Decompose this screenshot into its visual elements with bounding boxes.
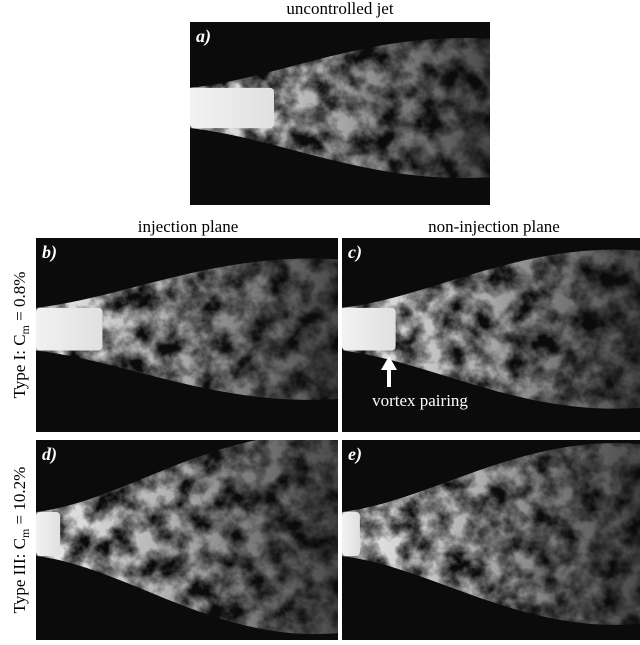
jet-core bbox=[36, 512, 61, 556]
row-title-text: = 10.2% bbox=[10, 467, 29, 529]
jet-core bbox=[190, 87, 274, 129]
annotation-text: vortex pairing bbox=[372, 391, 468, 410]
panel-label: b) bbox=[42, 242, 57, 263]
jet-core bbox=[342, 307, 396, 351]
column-title: injection plane bbox=[138, 217, 239, 236]
jet-plume bbox=[190, 37, 490, 179]
row-title: Type I: Cm = 0.8% bbox=[10, 272, 32, 399]
flow-image bbox=[342, 440, 640, 640]
jet-plume bbox=[342, 249, 640, 409]
flow-image bbox=[36, 238, 338, 432]
flow-image bbox=[36, 440, 338, 640]
flow-image bbox=[342, 238, 640, 432]
panel-title: uncontrolled jet bbox=[286, 0, 393, 18]
jet-plume bbox=[36, 258, 338, 400]
row-title-text: Type I: C bbox=[10, 334, 29, 398]
jet-core bbox=[36, 307, 103, 351]
row-title: Type III: Cm = 10.2% bbox=[10, 467, 32, 614]
annotation-arrow bbox=[381, 356, 397, 387]
panel-label: e) bbox=[348, 444, 362, 465]
panel-label: d) bbox=[42, 444, 57, 465]
jet-plume bbox=[36, 440, 338, 635]
row-title-text: Type III: C bbox=[10, 538, 29, 613]
jet-core bbox=[342, 512, 360, 556]
row-title-subscript: m bbox=[18, 528, 32, 538]
flow-image bbox=[190, 22, 490, 205]
column-title: non-injection plane bbox=[428, 217, 560, 236]
jet-plume bbox=[342, 442, 640, 626]
row-title-text: = 0.8% bbox=[10, 272, 29, 326]
panel-label: a) bbox=[196, 26, 211, 47]
row-title-subscript: m bbox=[18, 324, 32, 334]
panel-label: c) bbox=[348, 242, 362, 263]
